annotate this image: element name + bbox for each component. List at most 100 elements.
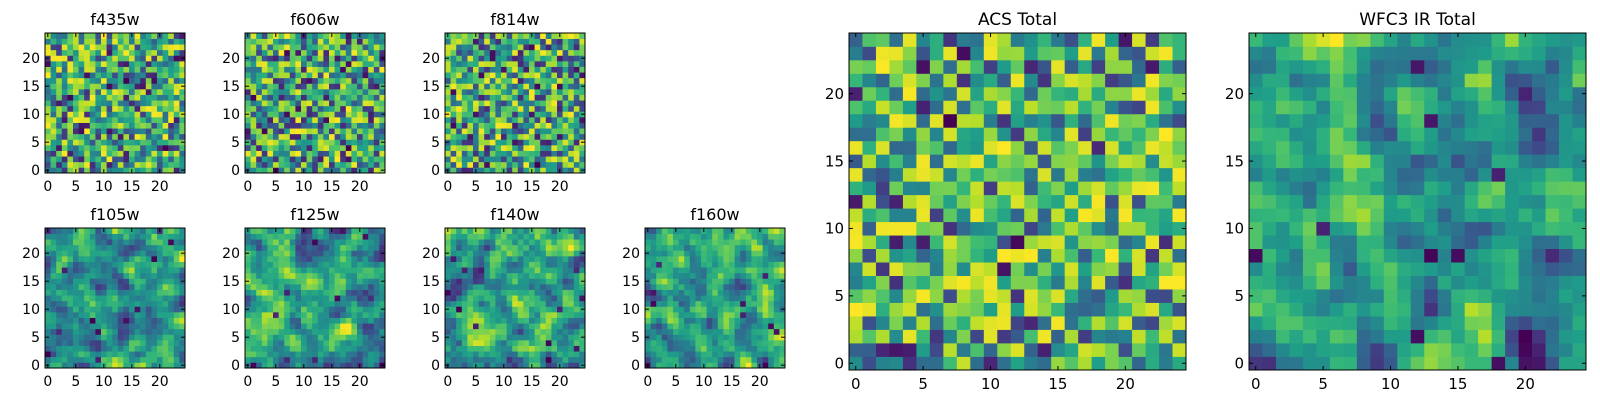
heatmap-cell xyxy=(312,272,319,279)
heatmap-cell xyxy=(106,256,113,262)
heatmap-cell xyxy=(278,44,285,51)
heatmap-cell xyxy=(306,77,313,84)
heatmap-cell xyxy=(56,61,63,67)
heatmap-cell xyxy=(1024,356,1039,371)
heatmap-cell xyxy=(529,117,535,123)
heatmap-cell xyxy=(106,117,113,123)
heatmap-cell xyxy=(179,33,186,39)
heatmap-cell xyxy=(306,72,313,79)
heatmap-cell xyxy=(301,55,307,62)
heatmap-cell xyxy=(534,239,541,246)
heatmap-cell xyxy=(173,128,180,135)
heatmap-cell xyxy=(101,72,107,79)
heatmap-cell xyxy=(140,345,147,352)
heatmap-cell xyxy=(579,105,586,112)
heatmap-cell xyxy=(545,278,552,285)
heatmap-cell xyxy=(357,89,363,95)
heatmap-cell xyxy=(712,228,719,234)
heatmap-cell xyxy=(56,323,63,330)
heatmap-cell xyxy=(106,72,113,79)
x-tick-label: 5 xyxy=(271,179,280,195)
heatmap-cell xyxy=(273,117,279,123)
heatmap-cell xyxy=(284,317,291,324)
heatmap-cell xyxy=(562,278,569,285)
heatmap-cell xyxy=(667,278,674,285)
heatmap-cell xyxy=(89,150,96,157)
heatmap-cell xyxy=(751,356,758,363)
heatmap-cell xyxy=(157,111,163,118)
heatmap-cell xyxy=(450,105,457,112)
heatmap-cell xyxy=(929,154,944,169)
heatmap-cell xyxy=(89,250,96,257)
heatmap-cell xyxy=(368,334,375,341)
heatmap-cell xyxy=(134,89,141,95)
heatmap-cell xyxy=(306,44,313,51)
heatmap-cell xyxy=(145,66,152,73)
heatmap-cell xyxy=(317,44,324,51)
heatmap-cell xyxy=(689,323,696,330)
heatmap-cell xyxy=(168,351,175,358)
heatmap-cell xyxy=(267,150,274,157)
heatmap-cell xyxy=(112,267,119,274)
heatmap-cell xyxy=(323,100,330,107)
heatmap-cell xyxy=(875,194,890,209)
heatmap-cell xyxy=(273,345,279,352)
heatmap-cell xyxy=(1145,208,1160,223)
heatmap-cell xyxy=(717,289,724,296)
heatmap-cell xyxy=(250,362,257,369)
heatmap-cell xyxy=(278,167,285,174)
heatmap-cell xyxy=(317,33,324,39)
heatmap-cell xyxy=(289,94,296,101)
heatmap-cell xyxy=(73,128,79,135)
heatmap-cell xyxy=(667,289,674,296)
heatmap-cell xyxy=(540,100,547,107)
heatmap-cell xyxy=(67,133,74,140)
heatmap-cell xyxy=(450,38,457,45)
heatmap-cell xyxy=(540,38,547,45)
heatmap-cell xyxy=(489,77,496,84)
heatmap-cell xyxy=(357,66,363,73)
heatmap-cell xyxy=(56,300,63,307)
heatmap-cell xyxy=(373,306,380,313)
heatmap-cell xyxy=(45,72,51,79)
heatmap-cell xyxy=(301,145,307,151)
heatmap-cell xyxy=(523,244,530,251)
heatmap-cell xyxy=(140,156,147,163)
heatmap-cell xyxy=(456,66,463,73)
heatmap-cell xyxy=(112,261,119,268)
heatmap-cell xyxy=(261,356,268,363)
heatmap-cell xyxy=(95,55,102,62)
heatmap-cell xyxy=(773,233,780,240)
heatmap-cell xyxy=(73,284,79,290)
heatmap-cell xyxy=(256,167,263,174)
heatmap-cell xyxy=(50,111,57,118)
heatmap-cell xyxy=(484,133,491,140)
heatmap-cell xyxy=(112,306,119,313)
heatmap-cell xyxy=(261,72,268,79)
heatmap-cell xyxy=(579,233,586,240)
heatmap-cell xyxy=(557,278,563,285)
heatmap-cell xyxy=(545,139,552,146)
heatmap-cell xyxy=(278,295,285,302)
heatmap-cell xyxy=(295,295,302,302)
x-tick-label: 20 xyxy=(351,179,369,195)
heatmap-cell xyxy=(695,289,702,296)
heatmap-cell xyxy=(529,272,535,279)
heatmap-cell xyxy=(50,340,57,346)
heatmap-cell xyxy=(1010,329,1025,344)
heatmap-cell xyxy=(379,61,386,67)
heatmap-cells xyxy=(45,228,186,369)
heatmap-cell xyxy=(562,239,569,246)
heatmap-cell xyxy=(95,334,102,341)
heatmap-cell xyxy=(157,334,163,341)
heatmap-cell xyxy=(517,44,524,51)
heatmap-cell xyxy=(179,128,186,135)
heatmap-cell xyxy=(95,89,102,95)
heatmap-cell xyxy=(1078,208,1092,223)
heatmap-cell xyxy=(61,105,68,112)
heatmap-cell xyxy=(489,128,496,135)
heatmap-cell xyxy=(473,317,479,324)
heatmap-cell xyxy=(334,289,341,296)
heatmap-cell xyxy=(661,272,668,279)
heatmap-cell xyxy=(456,256,463,262)
